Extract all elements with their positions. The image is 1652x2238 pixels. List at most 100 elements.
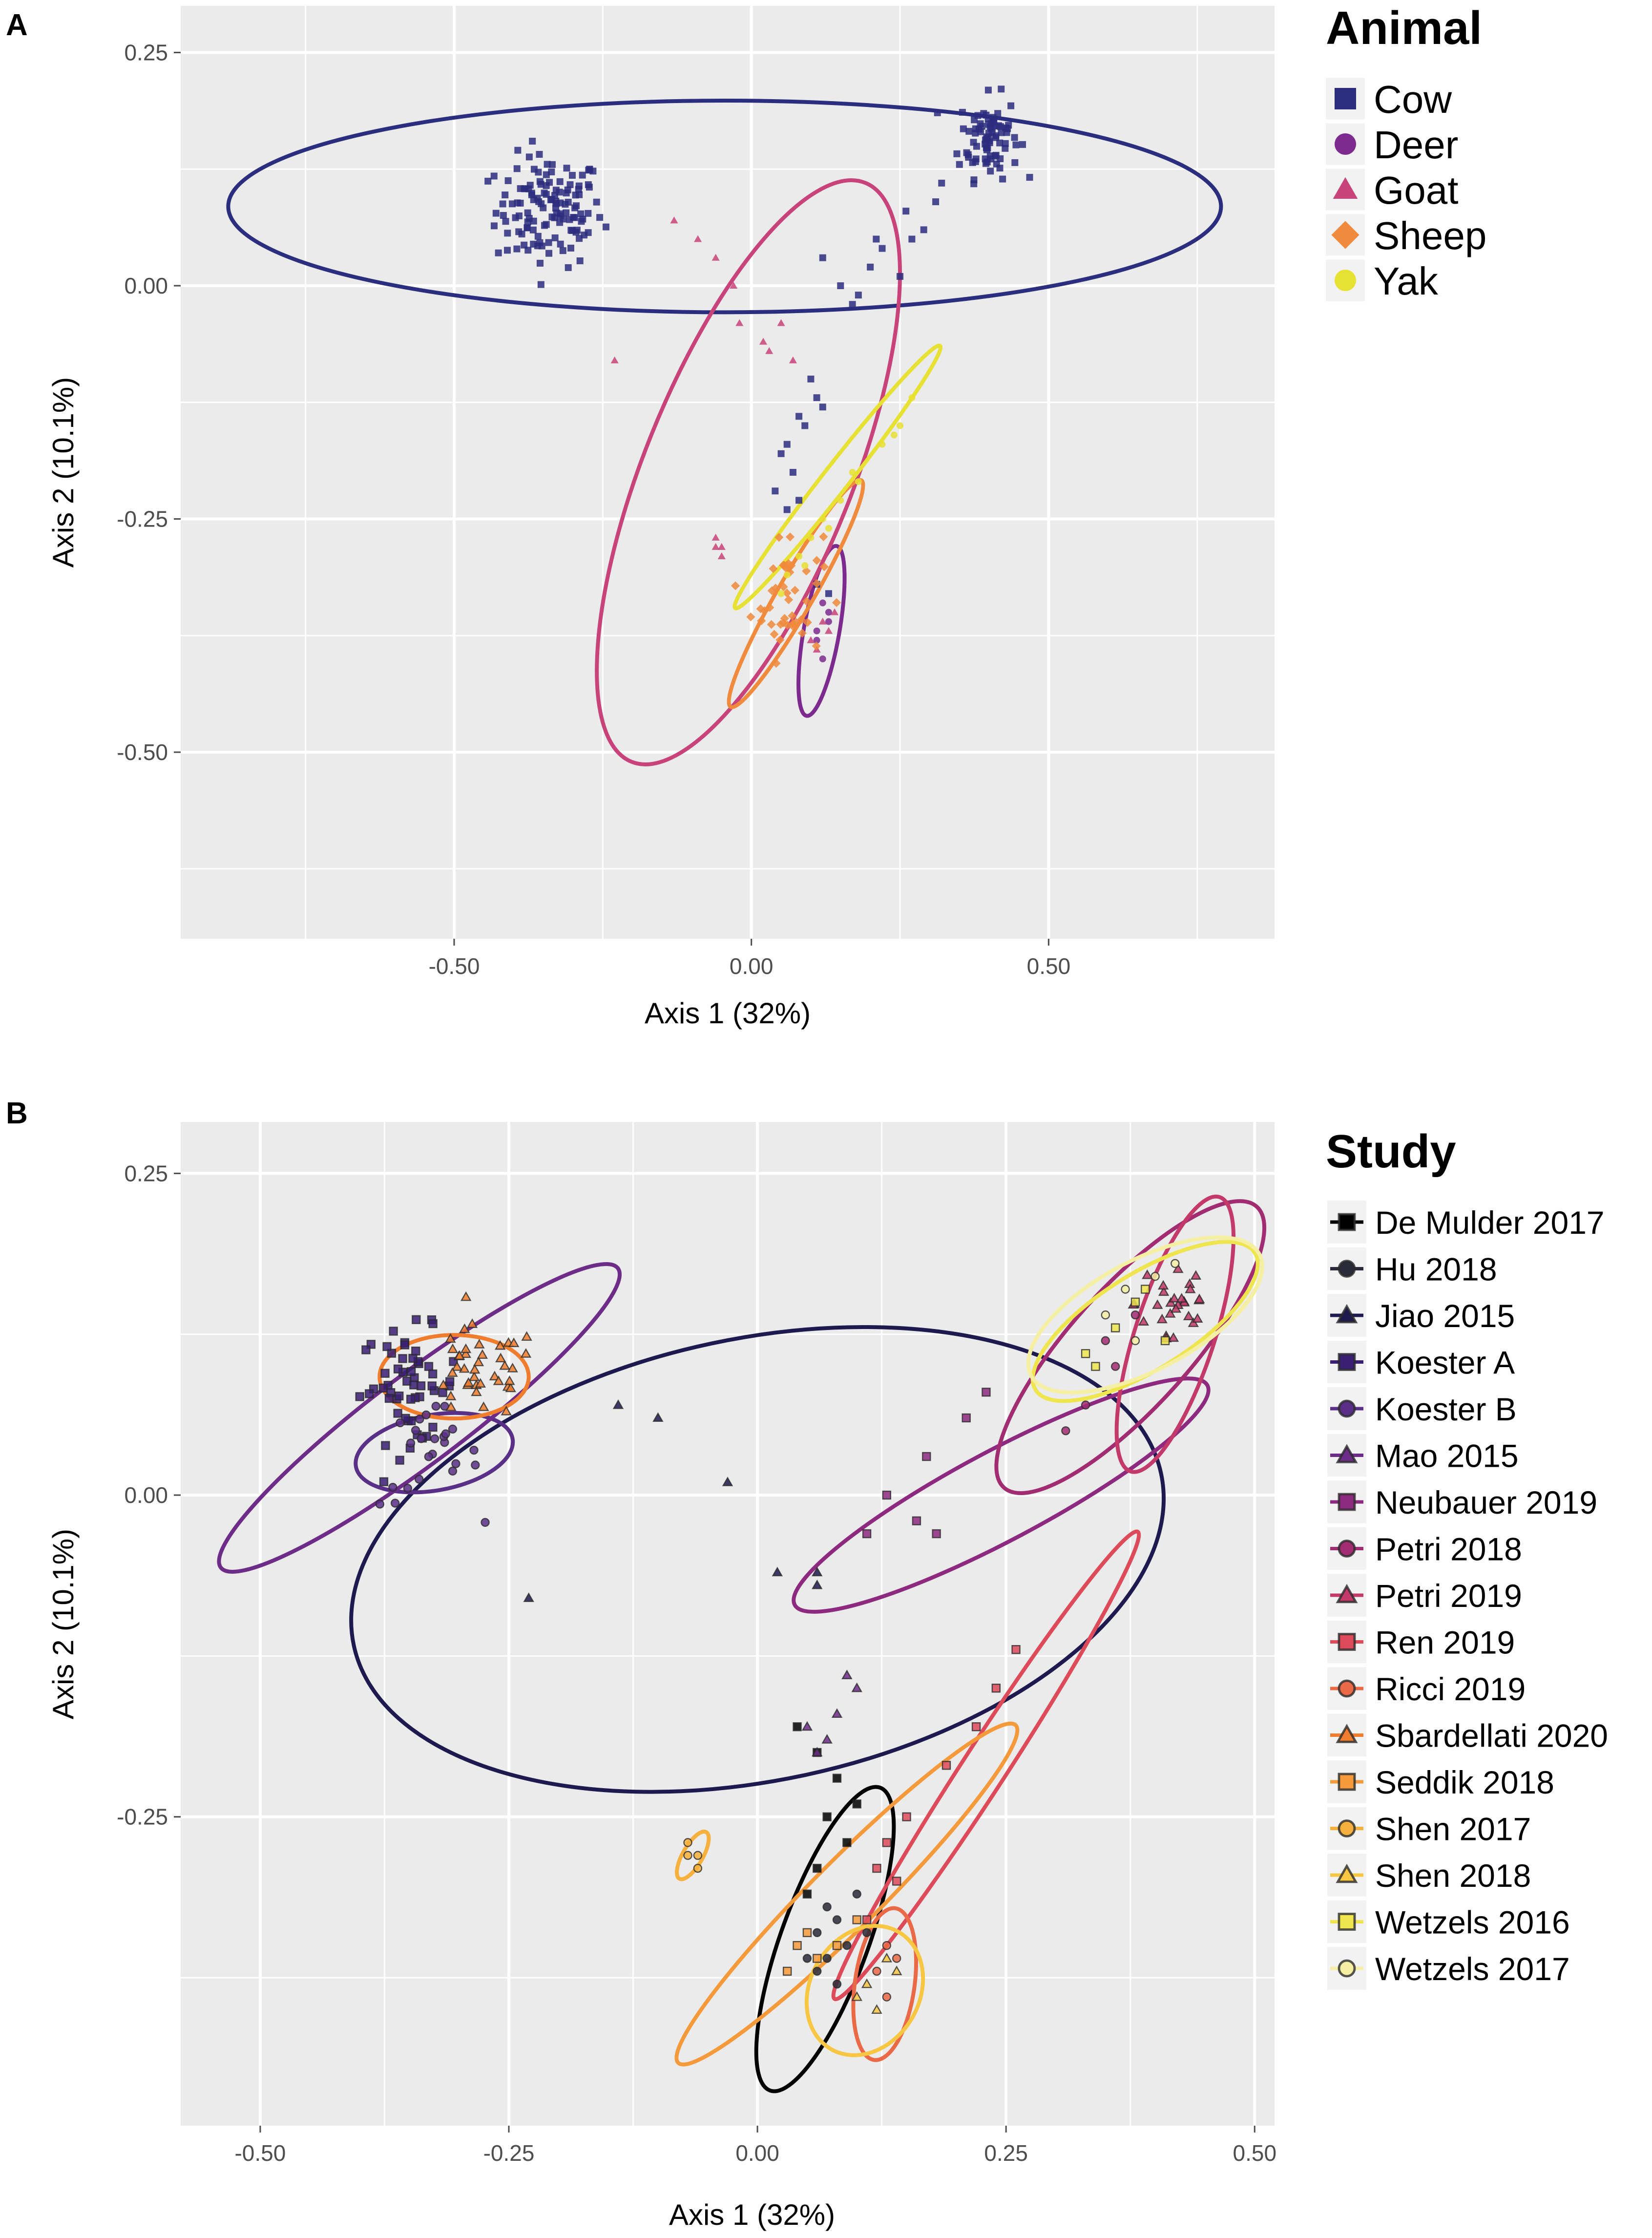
point-neubauer-2019 — [962, 1413, 971, 1423]
point-sbardellati-2020 — [489, 1371, 501, 1381]
point-koester-a — [361, 1345, 371, 1354]
ellipse-goat — [595, 178, 902, 766]
point-cow — [565, 198, 572, 206]
point-cow — [538, 242, 545, 250]
point-cow — [902, 208, 910, 215]
point-cow — [1026, 174, 1033, 181]
point-cow — [1011, 159, 1019, 166]
point-cow — [490, 172, 498, 180]
point-cow — [573, 202, 580, 210]
point-ren-2019 — [1011, 1645, 1021, 1654]
point-deer — [819, 655, 826, 662]
point-cow — [529, 138, 536, 145]
point-yak — [807, 534, 815, 541]
point-cow — [572, 229, 580, 236]
point-yak — [897, 422, 904, 429]
point-koester-a — [382, 1342, 392, 1351]
point-sbardellati-2020 — [507, 1362, 518, 1372]
legend-key-cow — [1335, 88, 1356, 109]
point-goat — [730, 281, 738, 289]
point-goat — [717, 543, 726, 550]
point-cow — [783, 506, 791, 513]
legend-key-shen-2017 — [1338, 1819, 1356, 1837]
ellipse-sbardellati-2020 — [377, 1333, 531, 1421]
point-yak — [777, 590, 785, 597]
point-sheep — [767, 620, 776, 629]
point-yak — [878, 441, 886, 448]
point-cow — [543, 171, 550, 178]
point-cow — [1007, 102, 1015, 109]
point-petri-2019 — [1157, 1280, 1169, 1290]
point-petri-2019 — [1142, 1269, 1153, 1279]
point-cow — [938, 179, 945, 187]
point-ren-2019 — [892, 1877, 901, 1886]
point-cow — [996, 139, 1004, 147]
point-deer — [819, 599, 826, 607]
point-ricci-2019 — [892, 1954, 901, 1963]
point-koester-a — [393, 1409, 402, 1418]
point-goat — [765, 347, 774, 354]
point-neubauer-2019 — [862, 1529, 872, 1539]
point-cow — [567, 244, 574, 252]
point-cow — [566, 181, 574, 189]
point-sheep — [790, 586, 800, 595]
legend-label-ren-2019: Ren 2019 — [1375, 1624, 1515, 1660]
point-sheep — [746, 612, 755, 622]
point-cow — [530, 196, 537, 203]
y-tick-label: 0.00 — [124, 273, 168, 298]
point-wetzels-2017 — [1171, 1259, 1180, 1268]
point-hu-2018 — [822, 1954, 832, 1963]
point-sheep — [788, 621, 797, 631]
point-petri-2018 — [1081, 1400, 1090, 1410]
point-petri-2018 — [1061, 1426, 1070, 1436]
point-cow — [969, 159, 976, 166]
legend-key-ren-2019 — [1338, 1633, 1356, 1651]
point-koester-b — [406, 1438, 416, 1448]
point-sheep — [775, 635, 785, 645]
legend-label-cow: Cow — [1374, 78, 1452, 121]
point-cow — [537, 259, 544, 267]
point-cow — [867, 263, 874, 271]
point-sheep — [774, 533, 784, 542]
point-ren-2019 — [971, 1722, 981, 1731]
legend-label-koester-b: Koester B — [1375, 1391, 1517, 1427]
point-yak — [825, 525, 832, 532]
ellipse-ren-2019 — [831, 1529, 1141, 2002]
point-yak — [819, 515, 826, 523]
point-cow — [819, 403, 826, 411]
point-goat — [831, 608, 839, 615]
point-sbardellati-2020 — [451, 1361, 463, 1371]
point-sbardellati-2020 — [466, 1318, 478, 1328]
point-cow — [999, 175, 1006, 183]
point-cow — [537, 281, 544, 288]
point-wetzels-2017 — [1130, 1336, 1140, 1346]
point-sbardellati-2020 — [447, 1367, 458, 1377]
point-goat — [711, 533, 720, 541]
point-ren-2019 — [902, 1812, 911, 1821]
point-cow — [564, 186, 571, 193]
point-goat — [824, 627, 833, 634]
legend-label-neubauer-2019: Neubauer 2019 — [1375, 1484, 1597, 1520]
points-b — [355, 1259, 1205, 2014]
legend-label-seddik-2018: Seddik 2018 — [1375, 1764, 1554, 1800]
point-cow — [983, 133, 990, 141]
point-jiao-2015 — [652, 1412, 664, 1422]
point-cow — [502, 191, 509, 199]
point-sbardellati-2020 — [473, 1356, 484, 1367]
point-cow — [500, 211, 507, 219]
point-cow — [996, 165, 1004, 172]
point-cow — [984, 86, 992, 94]
legend-label-mao-2015: Mao 2015 — [1375, 1437, 1519, 1474]
legend-label-ricci-2019: Ricci 2019 — [1375, 1671, 1526, 1707]
point-sbardellati-2020 — [499, 1360, 510, 1370]
point-petri-2019 — [1169, 1292, 1180, 1303]
point-cow — [972, 129, 979, 137]
point-cow — [579, 215, 586, 223]
x-tick-label: 0.00 — [735, 2140, 779, 2166]
point-hu-2018 — [852, 1889, 861, 1899]
point-cow — [544, 161, 551, 168]
legend-key-wetzels-2016 — [1338, 1913, 1356, 1931]
point-shen-2018 — [861, 1978, 873, 1988]
point-cow — [503, 247, 511, 254]
